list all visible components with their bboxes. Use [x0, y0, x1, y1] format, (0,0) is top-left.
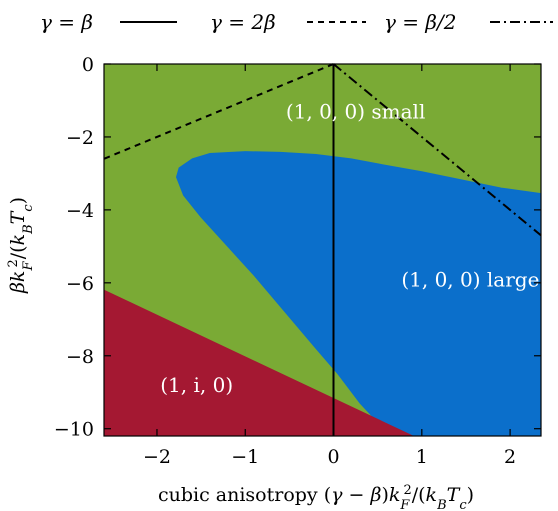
- region-label-1: (1, 0, 0) large: [401, 268, 539, 292]
- y-tick-label: −8: [66, 346, 94, 368]
- y-tick-label: −2: [66, 127, 94, 149]
- y-tick-label: 0: [82, 54, 94, 76]
- plot-frame: [103, 63, 542, 437]
- x-tick-label: 2: [504, 446, 516, 468]
- region-1: [175, 151, 542, 437]
- axis-ticks: −2 −1 0 1 20−2−4−6−8−10: [54, 54, 541, 468]
- legend-label-solid: γ = β: [40, 10, 93, 34]
- y-tick-label: −6: [66, 273, 94, 295]
- series-line-dashed: [103, 63, 334, 160]
- series-line-dash-dot: [332, 63, 542, 237]
- y-tick-label: −4: [66, 200, 94, 222]
- legend: γ = β γ = 2β γ = β/2: [40, 10, 553, 34]
- x-axis-label: cubic anisotropy (γ − β)kF2/(kBTc): [158, 483, 474, 511]
- legend-label-dashed: γ = 2β: [210, 10, 276, 34]
- legend-label-dashdot: γ = β/2: [384, 10, 456, 34]
- region-label-2: (1, i, 0): [160, 373, 233, 397]
- phase-regions: [103, 63, 542, 437]
- boundary-lines: [103, 63, 542, 436]
- x-tick-label: 0: [327, 446, 339, 468]
- x-tick-label: 1: [416, 446, 428, 468]
- x-tick-label: −1: [231, 446, 259, 468]
- region-label-0: (1, 0, 0) small: [286, 100, 426, 124]
- x-tick-label: −2: [143, 446, 171, 468]
- y-tick-label: −10: [54, 419, 94, 441]
- region-labels: (1, 0, 0) small (1, 0, 0) large (1, i, 0): [160, 100, 539, 398]
- y-axis-label: βkF2/(kBTc): [6, 197, 36, 294]
